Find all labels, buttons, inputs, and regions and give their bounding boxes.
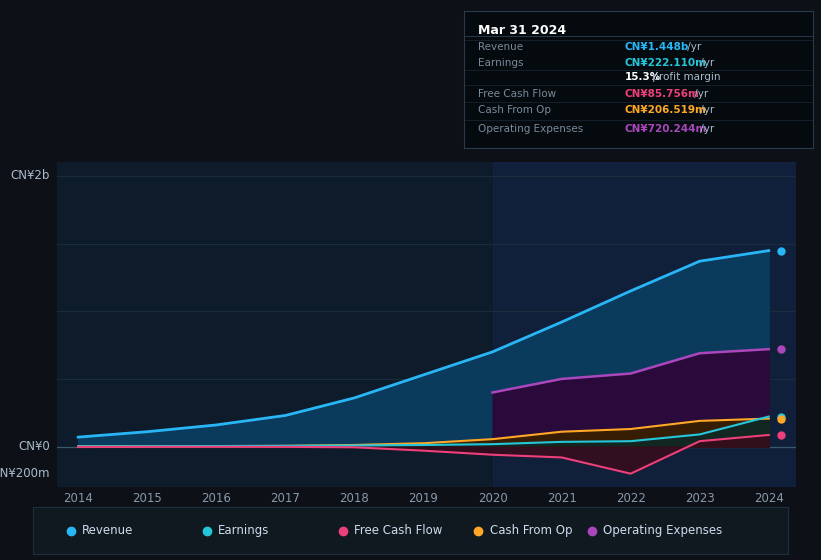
Text: Operating Expenses: Operating Expenses <box>603 524 722 537</box>
Text: /yr: /yr <box>697 58 714 68</box>
Text: CN¥0: CN¥0 <box>18 440 50 453</box>
Text: Free Cash Flow: Free Cash Flow <box>354 524 443 537</box>
Text: /yr: /yr <box>697 124 714 134</box>
Text: CN¥2b: CN¥2b <box>11 170 50 183</box>
Text: Mar 31 2024: Mar 31 2024 <box>478 24 566 36</box>
Text: Operating Expenses: Operating Expenses <box>478 124 583 134</box>
Text: CN¥1.448b: CN¥1.448b <box>624 42 689 52</box>
Text: Free Cash Flow: Free Cash Flow <box>478 88 556 99</box>
Text: Cash From Op: Cash From Op <box>478 105 551 115</box>
Text: /yr: /yr <box>690 88 708 99</box>
Text: Earnings: Earnings <box>218 524 269 537</box>
Text: Earnings: Earnings <box>478 58 523 68</box>
Text: Cash From Op: Cash From Op <box>490 524 572 537</box>
Text: CN¥720.244m: CN¥720.244m <box>624 124 707 134</box>
Text: /yr: /yr <box>684 42 701 52</box>
Text: -CN¥200m: -CN¥200m <box>0 467 50 480</box>
Text: Revenue: Revenue <box>82 524 133 537</box>
Text: /yr: /yr <box>697 105 714 115</box>
Text: CN¥206.519m: CN¥206.519m <box>624 105 706 115</box>
Text: profit margin: profit margin <box>649 72 720 82</box>
Text: CN¥85.756m: CN¥85.756m <box>624 88 699 99</box>
Bar <box>493 162 796 487</box>
Text: CN¥222.110m: CN¥222.110m <box>624 58 706 68</box>
Text: Revenue: Revenue <box>478 42 523 52</box>
Text: 15.3%: 15.3% <box>624 72 661 82</box>
